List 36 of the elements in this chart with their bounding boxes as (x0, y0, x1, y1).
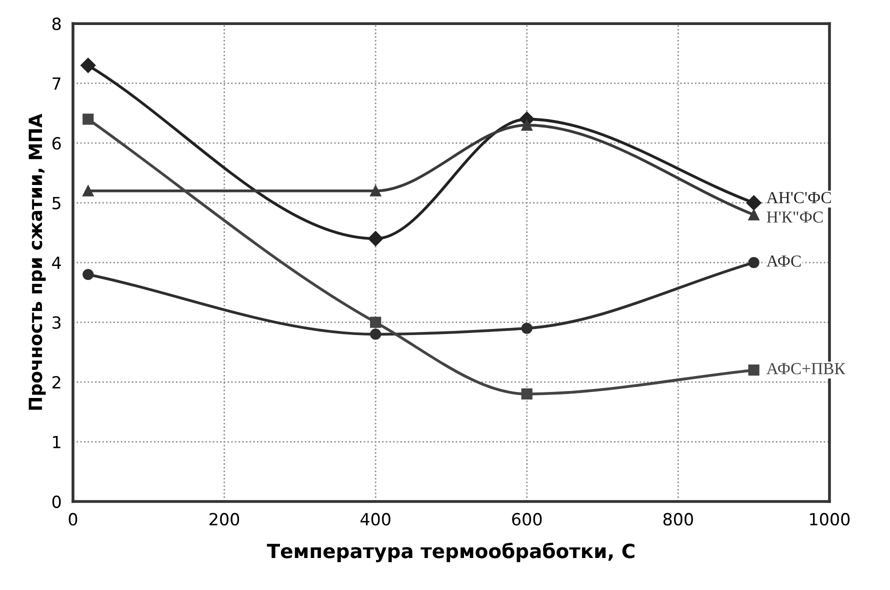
y-tick-label: 1 (53, 436, 60, 448)
x-tick-label: 0 (68, 512, 78, 526)
x-tick-label: 200 (210, 512, 240, 526)
x-tick-label: 800 (663, 512, 693, 526)
point (748, 364, 760, 376)
y-tick-label: 3 (52, 316, 61, 329)
y-tick-label: 2 (52, 376, 60, 388)
y-tick-label: 4 (52, 256, 61, 269)
point (82, 185, 94, 196)
series-label: АН'С'ФС (766, 192, 831, 204)
point (368, 231, 384, 246)
y-tick-label: 6 (52, 137, 61, 150)
point (370, 185, 382, 196)
point (370, 316, 382, 328)
point (82, 114, 94, 125)
point (521, 120, 532, 131)
y-tick-label: 5 (52, 196, 60, 210)
y-tick-label: 8 (52, 18, 61, 30)
point (746, 195, 762, 210)
point (82, 268, 94, 280)
point (521, 388, 532, 400)
series-label: Н'К"ФС (766, 211, 823, 223)
x-axis-title: Температура термообработки, С (266, 542, 634, 562)
y-tick-label: 0 (52, 495, 61, 508)
point (748, 209, 760, 220)
point (748, 256, 760, 268)
y-tick-label: 7 (52, 78, 60, 90)
point (521, 322, 532, 334)
series-label: АФС+ПВК (766, 363, 846, 374)
x-tick-label: 600 (512, 512, 542, 526)
point (370, 328, 382, 340)
series-label: АФС (766, 256, 801, 267)
point (80, 58, 96, 73)
x-tick-label: 400 (360, 512, 390, 526)
y-axis-title: Прочность при сжатии, МПА (28, 114, 46, 410)
x-tick-label: 1000 (810, 512, 850, 526)
